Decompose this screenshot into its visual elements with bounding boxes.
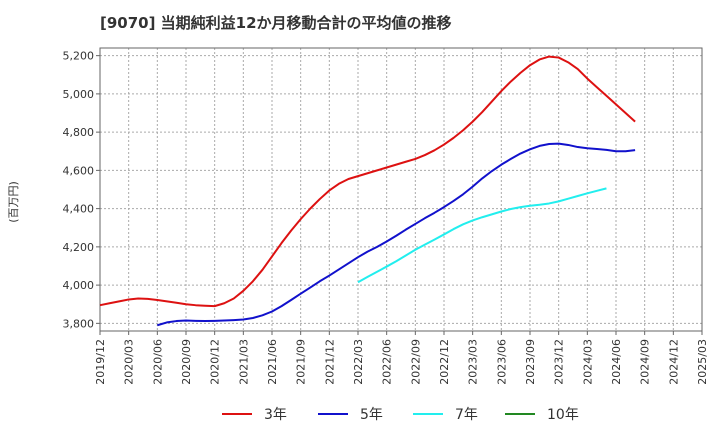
y-tick-label: 4,400 (63, 203, 95, 216)
x-axis-ticks: 2019/12 2020/03 2020/06 2020/09 2020/12 2021/… (94, 331, 709, 385)
series-line-1 (157, 142, 636, 327)
x-tick-label: 2023/09 (524, 339, 537, 385)
plot-frame (99, 47, 703, 332)
x-tick-label: 2022/06 (381, 339, 394, 385)
x-tick-label: 2024/09 (639, 339, 652, 385)
y-tick-label: 4,200 (63, 241, 95, 254)
legend-label: 7年 (455, 407, 478, 423)
legend: 3年 5年 7年 10年 (222, 407, 579, 423)
grid (100, 48, 702, 331)
x-tick-label: 2022/03 (352, 339, 365, 385)
series-line-0 (99, 55, 636, 308)
x-tick-label: 2020/03 (123, 339, 136, 385)
x-tick-label: 2019/12 (94, 339, 107, 385)
x-tick-label: 2021/09 (295, 339, 308, 385)
y-tick-label: 5,200 (63, 50, 95, 63)
x-tick-label: 2020/06 (151, 339, 164, 385)
legend-label: 3年 (264, 407, 287, 423)
y-tick-label: 4,000 (63, 279, 95, 292)
chart-title: [9070] 当期純利益12か月移動合計の平均値の推移 (100, 14, 452, 32)
y-tick-label: 4,600 (63, 164, 95, 177)
x-tick-label: 2020/09 (180, 339, 193, 385)
x-tick-label: 2021/06 (266, 339, 279, 385)
series-line-2 (357, 187, 607, 284)
x-tick-label: 2022/09 (409, 339, 422, 385)
legend-label: 5年 (360, 407, 383, 423)
legend-label: 10年 (547, 407, 579, 423)
x-tick-label: 2024/03 (581, 339, 594, 385)
x-tick-label: 2022/12 (438, 339, 451, 385)
x-tick-label: 2024/12 (667, 339, 680, 385)
x-tick-label: 2023/06 (495, 339, 508, 385)
x-tick-label: 2020/12 (209, 339, 222, 385)
series-lines (99, 55, 636, 327)
y-tick-label: 5,000 (63, 88, 95, 101)
x-tick-label: 2021/12 (323, 339, 336, 385)
y-axis-ticks: 3,800 4,000 4,200 4,400 4,600 4,800 5,000 5,200 (63, 50, 100, 330)
x-tick-label: 2023/03 (467, 339, 480, 385)
y-axis-label: (百万円) (7, 181, 20, 223)
x-tick-label: 2021/03 (237, 339, 250, 385)
x-tick-label: 2025/03 (696, 339, 709, 385)
y-tick-label: 3,800 (63, 317, 95, 330)
x-tick-label: 2023/12 (553, 339, 566, 385)
y-tick-label: 4,800 (63, 126, 95, 139)
x-tick-label: 2024/06 (610, 339, 623, 385)
